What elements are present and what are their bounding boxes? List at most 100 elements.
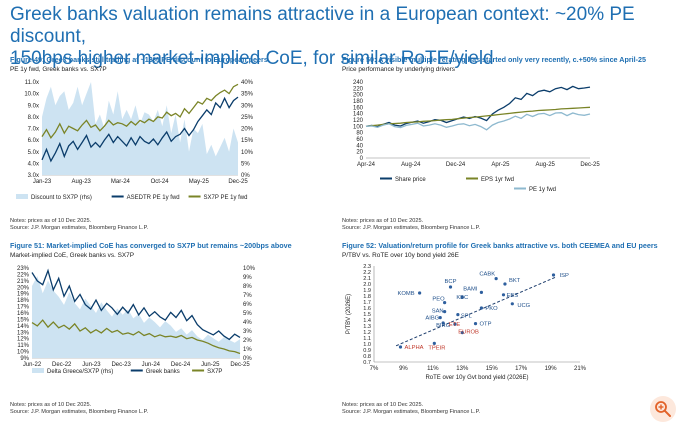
point-label-spl: SPL bbox=[461, 314, 473, 320]
y-tick-label: 13% bbox=[17, 330, 30, 336]
point-ebs bbox=[501, 293, 506, 297]
trendline bbox=[395, 276, 557, 347]
page-title-line-1: Greek banks valuation remains attractive… bbox=[10, 4, 635, 47]
y-tick-label: 7.0x bbox=[28, 127, 39, 133]
y2-tick-label: 0% bbox=[243, 356, 252, 362]
fig50-title: Figure 50: A visible multiple rerating h… bbox=[342, 55, 647, 64]
x-tick-label: 9% bbox=[399, 366, 408, 372]
legend-label-asedtr-pe-1y-fwd: ASEDTR PE 1y fwd bbox=[127, 195, 180, 201]
x-tick-label: Apr-24 bbox=[357, 162, 376, 168]
x-tick-label: Dec-25 bbox=[230, 362, 250, 368]
y-tick-label: 0 bbox=[360, 156, 364, 162]
y2-tick-label: 35% bbox=[241, 92, 254, 98]
fig51-chart: 9%10%11%12%13%14%15%16%17%18%19%20%21%22… bbox=[17, 266, 256, 375]
fig50-notes: Notes: prices as of 10 Dec 2025. Source:… bbox=[342, 218, 480, 231]
y-tick-label: 14% bbox=[17, 324, 30, 330]
y2-tick-label: 4% bbox=[243, 320, 252, 326]
y-tick-label: 12% bbox=[17, 337, 30, 343]
y-tick-label: 6.0x bbox=[28, 138, 39, 144]
point-label-alpha: ALPHA bbox=[404, 345, 423, 351]
point-peo bbox=[443, 301, 447, 305]
x-tick-label: Dec-23 bbox=[111, 362, 131, 368]
point-san bbox=[443, 310, 447, 314]
fig51-notes: Notes: prices as of 10 Dec 2025. Source:… bbox=[10, 402, 148, 415]
y2-tick-label: 40% bbox=[241, 80, 254, 86]
y-tick-label: 0.8 bbox=[363, 354, 371, 360]
y2-tick-label: 9% bbox=[243, 275, 252, 281]
y-tick-label: 1.3 bbox=[363, 324, 371, 330]
y-tick-label: 15% bbox=[17, 317, 30, 323]
point-ete bbox=[453, 322, 457, 326]
legend-swatch-delta-greece-sx7p-rhs bbox=[32, 368, 44, 373]
series-line-pe-1y-fwd bbox=[365, 112, 591, 131]
y2-tick-label: 5% bbox=[243, 311, 252, 317]
x-tick-label: Dec-22 bbox=[52, 362, 72, 368]
point-bcp bbox=[448, 285, 453, 289]
point-label-bkt: BKT bbox=[509, 278, 521, 284]
y-tick-label: 19% bbox=[17, 292, 30, 298]
point-cabk bbox=[494, 277, 498, 281]
point-label-ebs: EBS bbox=[506, 293, 518, 299]
fig50-source-line: Source: J.P. Morgan estimates, Bloomberg… bbox=[342, 224, 481, 231]
fig49-notes: Notes: prices as of 10 Dec 2025. Source:… bbox=[10, 218, 148, 231]
x-tick-label: Jan-23 bbox=[33, 179, 52, 185]
x-tick-label: 11% bbox=[427, 366, 439, 372]
zoom-button[interactable] bbox=[650, 396, 676, 422]
point-label-otp: OTP bbox=[480, 322, 492, 328]
point-label-ucg: UCG bbox=[517, 303, 530, 309]
point-label-birg: BIRG bbox=[436, 323, 451, 329]
y-tick-label: 3.0x bbox=[28, 173, 39, 179]
series-area-discount-to-sx7p-rhs bbox=[42, 82, 238, 175]
x-tick-label: Dec-25 bbox=[228, 179, 248, 185]
fig50-note-line: Notes: prices as of 10 Dec 2025. bbox=[342, 218, 424, 224]
y-tick-label: 22% bbox=[17, 272, 30, 278]
y-tick-label: 0.7 bbox=[363, 360, 371, 366]
x-tick-label: 7% bbox=[370, 366, 379, 372]
x-tick-label: 19% bbox=[545, 366, 558, 372]
y-tick-label: 60 bbox=[356, 137, 363, 143]
point-kbc bbox=[460, 295, 464, 299]
y-tick-label: 1.5 bbox=[363, 312, 371, 318]
y-tick-label: 140 bbox=[353, 112, 364, 118]
y-tick-label: 20 bbox=[356, 150, 363, 156]
series-line-eps-1yr-fwd bbox=[365, 106, 591, 127]
y-tick-label: 4.0x bbox=[28, 161, 39, 167]
y-tick-label: 2.2 bbox=[363, 270, 371, 276]
y2-tick-label: 15% bbox=[241, 138, 254, 144]
fig49-chart: 3.0x 4.0x 5.0x 6.0x 7.0x 8.0x 9.0x 10.0x 11.0x 0%… bbox=[16, 80, 254, 201]
y-tick-label: 180 bbox=[353, 99, 364, 105]
series-line-share-price bbox=[365, 85, 591, 128]
y-tick-label: 1.9 bbox=[363, 288, 371, 294]
point-alpha bbox=[398, 345, 403, 349]
y2-tick-label: 10% bbox=[243, 266, 256, 272]
fig50-subtitle: Price performance by underlying drivers bbox=[342, 66, 455, 73]
legend-label-eps-1yr-fwd: EPS 1yr fwd bbox=[481, 177, 514, 183]
point-label-kbc: KBC bbox=[456, 295, 468, 301]
legend-label-greek-banks: Greek banks bbox=[146, 369, 180, 375]
x-tick-label: Aug-23 bbox=[72, 179, 92, 185]
x-tick-label: Oct-24 bbox=[151, 179, 170, 185]
y2-tick-label: 10% bbox=[241, 150, 254, 156]
series-line-asedtr-pe-1y-fwd bbox=[41, 96, 239, 163]
point-birg bbox=[441, 321, 445, 325]
series-line-greek-banks bbox=[31, 268, 241, 341]
fig51-note-line: Notes: prices as of 10 Dec 2025. bbox=[10, 402, 92, 408]
page-title-line-2: 150bps higher market-implied CoE, for si… bbox=[10, 48, 494, 69]
y2-tick-label: 7% bbox=[243, 293, 252, 299]
y2-tick-label: 1% bbox=[243, 347, 252, 353]
legend-label-pe-1y-fwd: PE 1y fwd bbox=[529, 187, 556, 193]
x-tick-label: 13% bbox=[456, 366, 469, 372]
y-tick-label: 120 bbox=[353, 118, 364, 124]
point-label-tpeir: TPEIR bbox=[428, 345, 445, 351]
point-spl bbox=[456, 313, 460, 317]
point-komb bbox=[418, 291, 422, 295]
point-tpeir bbox=[432, 341, 436, 345]
point-label-bcp: BCP bbox=[445, 279, 457, 285]
series-line-sx7p bbox=[31, 319, 241, 355]
x-tick-label: Jun-24 bbox=[142, 362, 161, 368]
point-bkt bbox=[503, 282, 507, 286]
point-ucg bbox=[510, 302, 514, 306]
y-tick-label: 9% bbox=[20, 356, 29, 362]
y-tick-label: 1.1 bbox=[363, 336, 371, 342]
y2-tick-label: 30% bbox=[241, 103, 254, 109]
